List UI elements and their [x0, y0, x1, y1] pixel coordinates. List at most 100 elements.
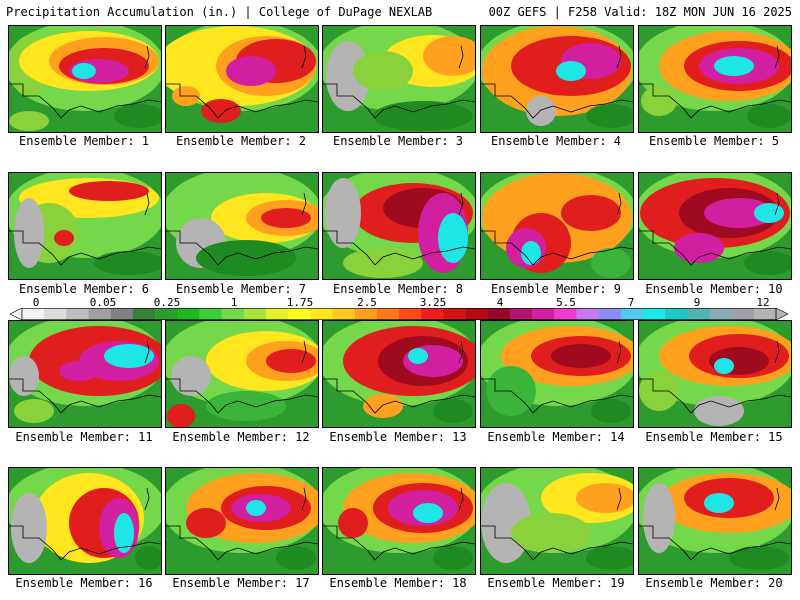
colorbar-swatch [465, 308, 489, 320]
colorbar-swatch [332, 308, 355, 320]
ensemble-member-label: Ensemble Member: 11 [15, 430, 153, 444]
precipitation-field [9, 26, 161, 132]
precipitation-field [9, 173, 161, 279]
coastline [639, 83, 791, 119]
ensemble-member-label: Ensemble Member: 9 [490, 282, 622, 296]
ensemble-member-label: Ensemble Member: 10 [645, 282, 783, 296]
ensemble-member-map [8, 467, 162, 575]
ensemble-member-map [165, 172, 319, 280]
ensemble-member-map [638, 467, 792, 575]
coastline [481, 230, 633, 266]
colorbar-swatch [132, 308, 156, 320]
precipitation-field [9, 468, 161, 574]
colorbar-label: 0.05 [89, 296, 117, 309]
coastline [323, 525, 475, 561]
ensemble-member-map [165, 25, 319, 133]
colorbar-label: 9 [693, 296, 701, 309]
ensemble-member-map [8, 320, 162, 428]
ensemble-member-label: Ensemble Member: 2 [175, 134, 307, 148]
precipitation-colorbar [10, 308, 788, 320]
ensemble-member-map [8, 25, 162, 133]
coastline [481, 378, 633, 414]
precipitation-field [481, 26, 633, 132]
colorbar-swatch [753, 308, 777, 320]
colorbar-swatch [509, 308, 533, 320]
colorbar-swatch [399, 308, 422, 320]
ensemble-member-label: Ensemble Member: 15 [645, 430, 783, 444]
precipitation-field [166, 173, 318, 279]
coastline [166, 83, 318, 119]
coastline [9, 83, 161, 119]
ensemble-member-label: Ensemble Member: 6 [18, 282, 150, 296]
ensemble-member-label: Ensemble Member: 4 [490, 134, 622, 148]
colorbar-swatch [487, 308, 511, 320]
precipitation-field [323, 173, 475, 279]
ensemble-member-map [322, 25, 476, 133]
precipitation-field [323, 468, 475, 574]
coastline [639, 525, 791, 561]
colorbar-swatch [199, 308, 222, 320]
coastline [9, 378, 161, 414]
colorbar-swatch [44, 308, 67, 320]
colorbar-swatch [642, 308, 666, 320]
colorbar-label: 12 [756, 296, 770, 309]
colorbar-swatch [88, 308, 112, 320]
ensemble-member-map [480, 320, 634, 428]
ensemble-member-label: Ensemble Member: 5 [648, 134, 780, 148]
colorbar-swatch [310, 308, 333, 320]
ensemble-member-map [322, 320, 476, 428]
colorbar-swatch [443, 308, 466, 320]
coastline [9, 230, 161, 266]
colorbar-swatch [709, 308, 732, 320]
coastline [323, 83, 475, 119]
ensemble-member-map [480, 172, 634, 280]
map-title: Precipitation Accumulation (in.) | Colle… [6, 5, 433, 19]
colorbar-swatch [177, 308, 200, 320]
coastline [639, 230, 791, 266]
ensemble-member-label: Ensemble Member: 7 [175, 282, 307, 296]
colorbar-max-arrow [775, 308, 788, 320]
coastline [323, 378, 475, 414]
colorbar-swatch [22, 308, 45, 320]
ensemble-member-map [638, 172, 792, 280]
ensemble-member-label: Ensemble Member: 1 [18, 134, 150, 148]
colorbar-swatch [687, 308, 710, 320]
precipitation-field [323, 321, 475, 427]
colorbar-swatch [265, 308, 289, 320]
precipitation-field [166, 26, 318, 132]
colorbar-swatch [598, 308, 622, 320]
precipitation-field [639, 173, 791, 279]
ensemble-member-label: Ensemble Member: 3 [332, 134, 464, 148]
colorbar-label: 1.75 [286, 296, 314, 309]
colorbar-swatch [576, 308, 599, 320]
colorbar-label: 2.5 [357, 296, 377, 309]
ensemble-member-label: Ensemble Member: 20 [645, 576, 783, 590]
precipitation-field [639, 321, 791, 427]
ensemble-member-label: Ensemble Member: 18 [329, 576, 467, 590]
colorbar-label: 0.25 [153, 296, 181, 309]
ensemble-member-map [480, 25, 634, 133]
ensemble-member-map [638, 320, 792, 428]
colorbar-label: 0 [32, 296, 40, 309]
valid-time: 00Z GEFS | F258 Valid: 18Z MON JUN 16 20… [488, 5, 792, 19]
ensemble-member-label: Ensemble Member: 13 [329, 430, 467, 444]
colorbar-swatch [221, 308, 245, 320]
ensemble-member-map [165, 467, 319, 575]
colorbar-swatch [66, 308, 89, 320]
coastline [323, 230, 475, 266]
precipitation-field [323, 26, 475, 132]
colorbar-swatch [288, 308, 311, 320]
coastline [639, 378, 791, 414]
colorbar-label: 1 [230, 296, 238, 309]
colorbar-min-arrow [10, 308, 23, 320]
ensemble-member-map [322, 172, 476, 280]
colorbar-label: 5.5 [556, 296, 576, 309]
colorbar-swatch [620, 308, 644, 320]
ensemble-member-label: Ensemble Member: 8 [332, 282, 464, 296]
colorbar-swatch [155, 308, 178, 320]
colorbar-swatch [110, 308, 134, 320]
colorbar-swatch [354, 308, 378, 320]
colorbar-swatch [421, 308, 444, 320]
precipitation-field [481, 468, 633, 574]
ensemble-member-label: Ensemble Member: 17 [172, 576, 310, 590]
